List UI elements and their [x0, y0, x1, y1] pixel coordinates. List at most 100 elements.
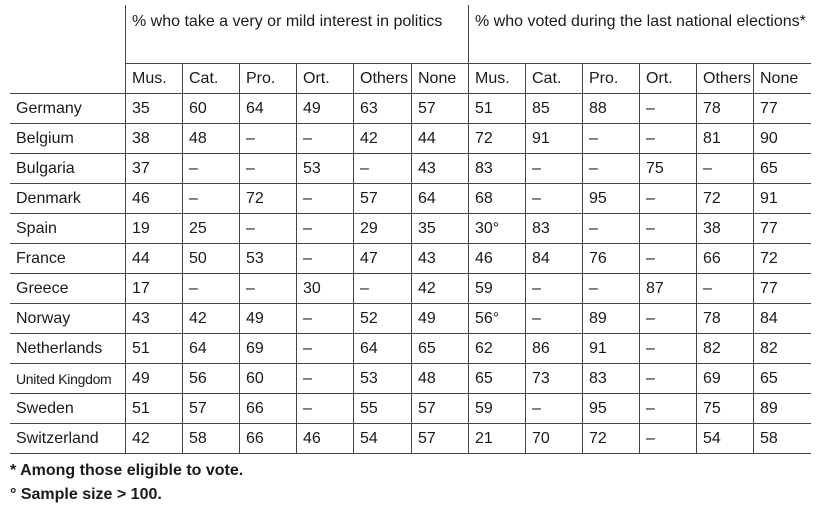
voted-value-cell: 65	[468, 363, 526, 394]
subheader-interest-mus: Mus.	[125, 63, 183, 94]
survey-table: % who take a very or mild interest in po…	[10, 5, 811, 454]
interest-value-cell: 17	[125, 273, 183, 304]
interest-value-cell: 42	[182, 303, 240, 334]
interest-value-cell: 19	[125, 213, 183, 244]
voted-value-cell: –	[696, 153, 754, 184]
interest-value-cell: 42	[125, 423, 183, 454]
voted-value-cell: 72	[696, 183, 754, 214]
voted-value-cell: –	[525, 303, 583, 334]
interest-value-cell: –	[296, 243, 354, 274]
interest-value-cell: –	[296, 333, 354, 364]
voted-value-cell: 77	[753, 213, 811, 244]
voted-value-cell: 89	[753, 393, 811, 424]
subheader-voted-cat: Cat.	[525, 63, 583, 94]
voted-value-cell: 69	[696, 363, 754, 394]
interest-value-cell: 44	[411, 123, 469, 154]
voted-value-cell: –	[525, 273, 583, 304]
voted-value-cell: 82	[753, 333, 811, 364]
voted-value-cell: 90	[753, 123, 811, 154]
voted-value-cell: 75	[639, 153, 697, 184]
country-cell: France	[10, 243, 126, 274]
interest-value-cell: 54	[353, 423, 412, 454]
interest-value-cell: 47	[353, 243, 412, 274]
voted-value-cell: 66	[696, 243, 754, 274]
voted-value-cell: 81	[696, 123, 754, 154]
voted-value-cell: 95	[582, 183, 640, 214]
voted-value-cell: –	[582, 213, 640, 244]
table-row: Spain 19 25– –29 35 30° 83– –38 77	[10, 213, 811, 244]
voted-value-cell: 58	[753, 423, 811, 454]
voted-value-cell: 59	[468, 273, 526, 304]
interest-value-cell: 52	[353, 303, 412, 334]
interest-value-cell: 66	[239, 393, 297, 424]
footnote-eligible: * Among those eligible to vote.	[10, 462, 244, 479]
interest-value-cell: 46	[296, 423, 354, 454]
interest-value-cell: 43	[411, 153, 469, 184]
corner-cell	[10, 5, 126, 94]
voted-value-cell: –	[582, 123, 640, 154]
interest-value-cell: –	[182, 183, 240, 214]
table-row: Switzerland 42 58 66 46 54 57 21 70 72–54 58	[10, 423, 811, 454]
voted-value-cell: 84	[753, 303, 811, 334]
interest-value-cell: 49	[411, 303, 469, 334]
subheader-voted-none: None	[753, 63, 811, 94]
interest-value-cell: 35	[125, 93, 183, 124]
interest-value-cell: 46	[125, 183, 183, 214]
voted-value-cell: 30°	[468, 213, 526, 244]
voted-value-cell: 91	[582, 333, 640, 364]
interest-value-cell: 64	[182, 333, 240, 364]
voted-value-cell: 72	[582, 423, 640, 454]
interest-value-cell: 53	[296, 153, 354, 184]
voted-value-cell: 83	[468, 153, 526, 184]
interest-value-cell: 35	[411, 213, 469, 244]
voted-value-cell: –	[639, 123, 697, 154]
interest-value-cell: –	[296, 393, 354, 424]
voted-value-cell: –	[639, 183, 697, 214]
voted-value-cell: –	[582, 153, 640, 184]
voted-value-cell: 89	[582, 303, 640, 334]
interest-value-cell: –	[182, 273, 240, 304]
voted-value-cell: 76	[582, 243, 640, 274]
interest-value-cell: 48	[411, 363, 469, 394]
footnote-sample: ° Sample size > 100.	[10, 486, 162, 503]
interest-value-cell: 51	[125, 393, 183, 424]
table-row: Greece 17– –30–42 59– –87–77	[10, 273, 811, 304]
subheader-interest-cat: Cat.	[182, 63, 240, 94]
interest-value-cell: 56	[182, 363, 240, 394]
voted-value-cell: 88	[582, 93, 640, 124]
voted-value-cell: 72	[468, 123, 526, 154]
country-cell: Norway	[10, 303, 126, 334]
country-cell: Germany	[10, 93, 126, 124]
interest-value-cell: 49	[296, 93, 354, 124]
group-header-interest: % who take a very or mild interest in po…	[125, 5, 469, 64]
interest-value-cell: –	[296, 183, 354, 214]
subheader-row: Mus. Cat. Pro. Ort. Others None Mus. Cat. Pro. Or…	[10, 63, 811, 94]
table-row: Sweden 51 57 66–55 57 59–95–75 89	[10, 393, 811, 424]
voted-value-cell: 83	[525, 213, 583, 244]
country-cell: United Kingdom	[10, 363, 126, 394]
interest-value-cell: 49	[125, 363, 183, 394]
interest-value-cell: –	[239, 273, 297, 304]
interest-value-cell: 50	[182, 243, 240, 274]
interest-value-cell: 53	[353, 363, 412, 394]
interest-value-cell: 55	[353, 393, 412, 424]
interest-value-cell: 57	[411, 423, 469, 454]
voted-value-cell: 21	[468, 423, 526, 454]
table-row: Netherlands 51 64 69–64 65 62 86 91–82 82	[10, 333, 811, 364]
voted-value-cell: 75	[696, 393, 754, 424]
interest-value-cell: 60	[182, 93, 240, 124]
subheader-voted-ort: Ort.	[639, 63, 697, 94]
interest-value-cell: 25	[182, 213, 240, 244]
voted-value-cell: –	[696, 273, 754, 304]
interest-value-cell: 43	[411, 243, 469, 274]
voted-value-cell: –	[639, 93, 697, 124]
interest-value-cell: –	[239, 213, 297, 244]
interest-value-cell: 64	[411, 183, 469, 214]
voted-value-cell: 78	[696, 93, 754, 124]
interest-value-cell: –	[296, 123, 354, 154]
interest-value-cell: –	[353, 153, 412, 184]
voted-value-cell: –	[525, 393, 583, 424]
subheader-interest-others: Others	[353, 63, 412, 94]
interest-value-cell: 57	[411, 93, 469, 124]
interest-value-cell: 53	[239, 243, 297, 274]
